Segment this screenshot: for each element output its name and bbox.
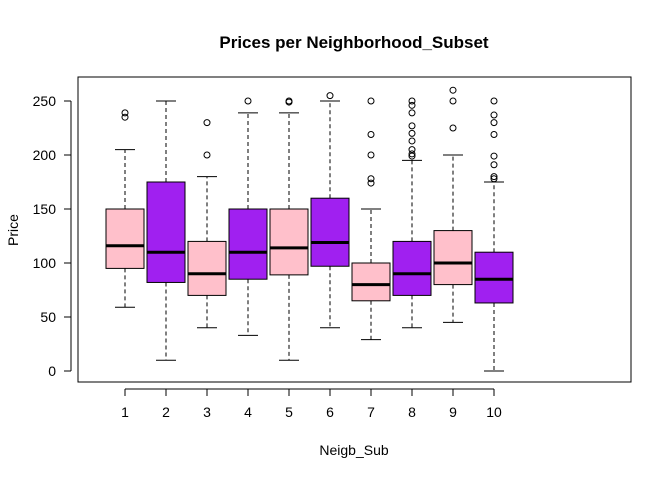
outlier-point	[408, 97, 416, 105]
box-iqr	[310, 197, 350, 267]
outlier-point	[490, 97, 498, 105]
box-iqr	[146, 181, 186, 283]
x-tick-label-7: 7	[367, 404, 375, 420]
outlier-point	[490, 173, 498, 181]
y-tick-label-50: 50	[40, 309, 56, 325]
box-9	[433, 86, 473, 323]
outlier-point	[408, 101, 416, 109]
x-tick-label-1: 1	[121, 404, 129, 420]
x-tick-label-2: 2	[162, 404, 170, 420]
box-3	[187, 119, 227, 329]
outlier-point	[449, 124, 457, 132]
x-tick-label-4: 4	[244, 404, 252, 420]
outlier-point	[367, 97, 375, 105]
outlier-point	[285, 97, 293, 105]
outlier-point	[490, 175, 498, 183]
x-tick-label-5: 5	[285, 404, 293, 420]
outlier-point	[408, 109, 416, 117]
x-axis-label: Neigb_Sub	[319, 442, 388, 458]
box-iqr	[269, 208, 309, 276]
box-6	[310, 92, 350, 329]
outlier-point	[367, 151, 375, 159]
outlier-point	[490, 161, 498, 169]
outlier-point	[326, 92, 334, 100]
box-iqr	[474, 251, 514, 304]
x-tick-label-9: 9	[449, 404, 457, 420]
plot-frame	[77, 76, 632, 383]
outlier-point	[449, 86, 457, 94]
outlier-point	[203, 119, 211, 127]
x-tick-label-10: 10	[486, 404, 502, 420]
box-5	[269, 97, 309, 361]
box-iqr	[228, 208, 268, 280]
outlier-point	[408, 122, 416, 130]
outlier-point	[490, 152, 498, 160]
box-iqr	[392, 240, 432, 296]
outlier-point	[121, 113, 129, 121]
outlier-point	[408, 137, 416, 145]
y-axis: 0 50 100 150 200 250	[33, 93, 72, 379]
box-iqr	[105, 208, 145, 269]
box-10	[474, 97, 514, 372]
y-tick-label-100: 100	[33, 255, 57, 271]
box-7	[351, 97, 391, 341]
chart-title: Prices per Neighborhood_Subset	[219, 33, 489, 52]
outlier-point	[490, 119, 498, 127]
box-series	[105, 86, 514, 372]
x-tick-label-3: 3	[203, 404, 211, 420]
y-tick-label-0: 0	[48, 363, 56, 379]
outlier-point	[449, 97, 457, 105]
outlier-point	[408, 129, 416, 137]
outlier-point	[408, 150, 416, 158]
outlier-point	[367, 130, 375, 138]
outlier-point	[490, 130, 498, 138]
box-iqr	[351, 262, 391, 302]
x-axis: 1 2 3 4 5 6 7 8 9 10	[121, 388, 502, 420]
outlier-point	[203, 151, 211, 159]
x-tick-label-6: 6	[326, 404, 334, 420]
y-tick-label-200: 200	[33, 147, 57, 163]
box-4	[228, 97, 268, 336]
box-8	[392, 97, 432, 329]
outlier-point	[244, 97, 252, 105]
y-axis-label: Price	[5, 214, 21, 246]
y-tick-label-250: 250	[33, 93, 57, 109]
outlier-point	[490, 111, 498, 119]
outlier-point	[408, 146, 416, 154]
box-1	[105, 109, 145, 308]
y-tick-label-150: 150	[33, 201, 57, 217]
outlier-point	[367, 175, 375, 183]
x-tick-label-8: 8	[408, 404, 416, 420]
box-2	[146, 100, 186, 361]
box-iqr	[433, 230, 473, 286]
outlier-point	[367, 179, 375, 187]
outlier-point	[121, 109, 129, 117]
box-iqr	[187, 240, 227, 296]
